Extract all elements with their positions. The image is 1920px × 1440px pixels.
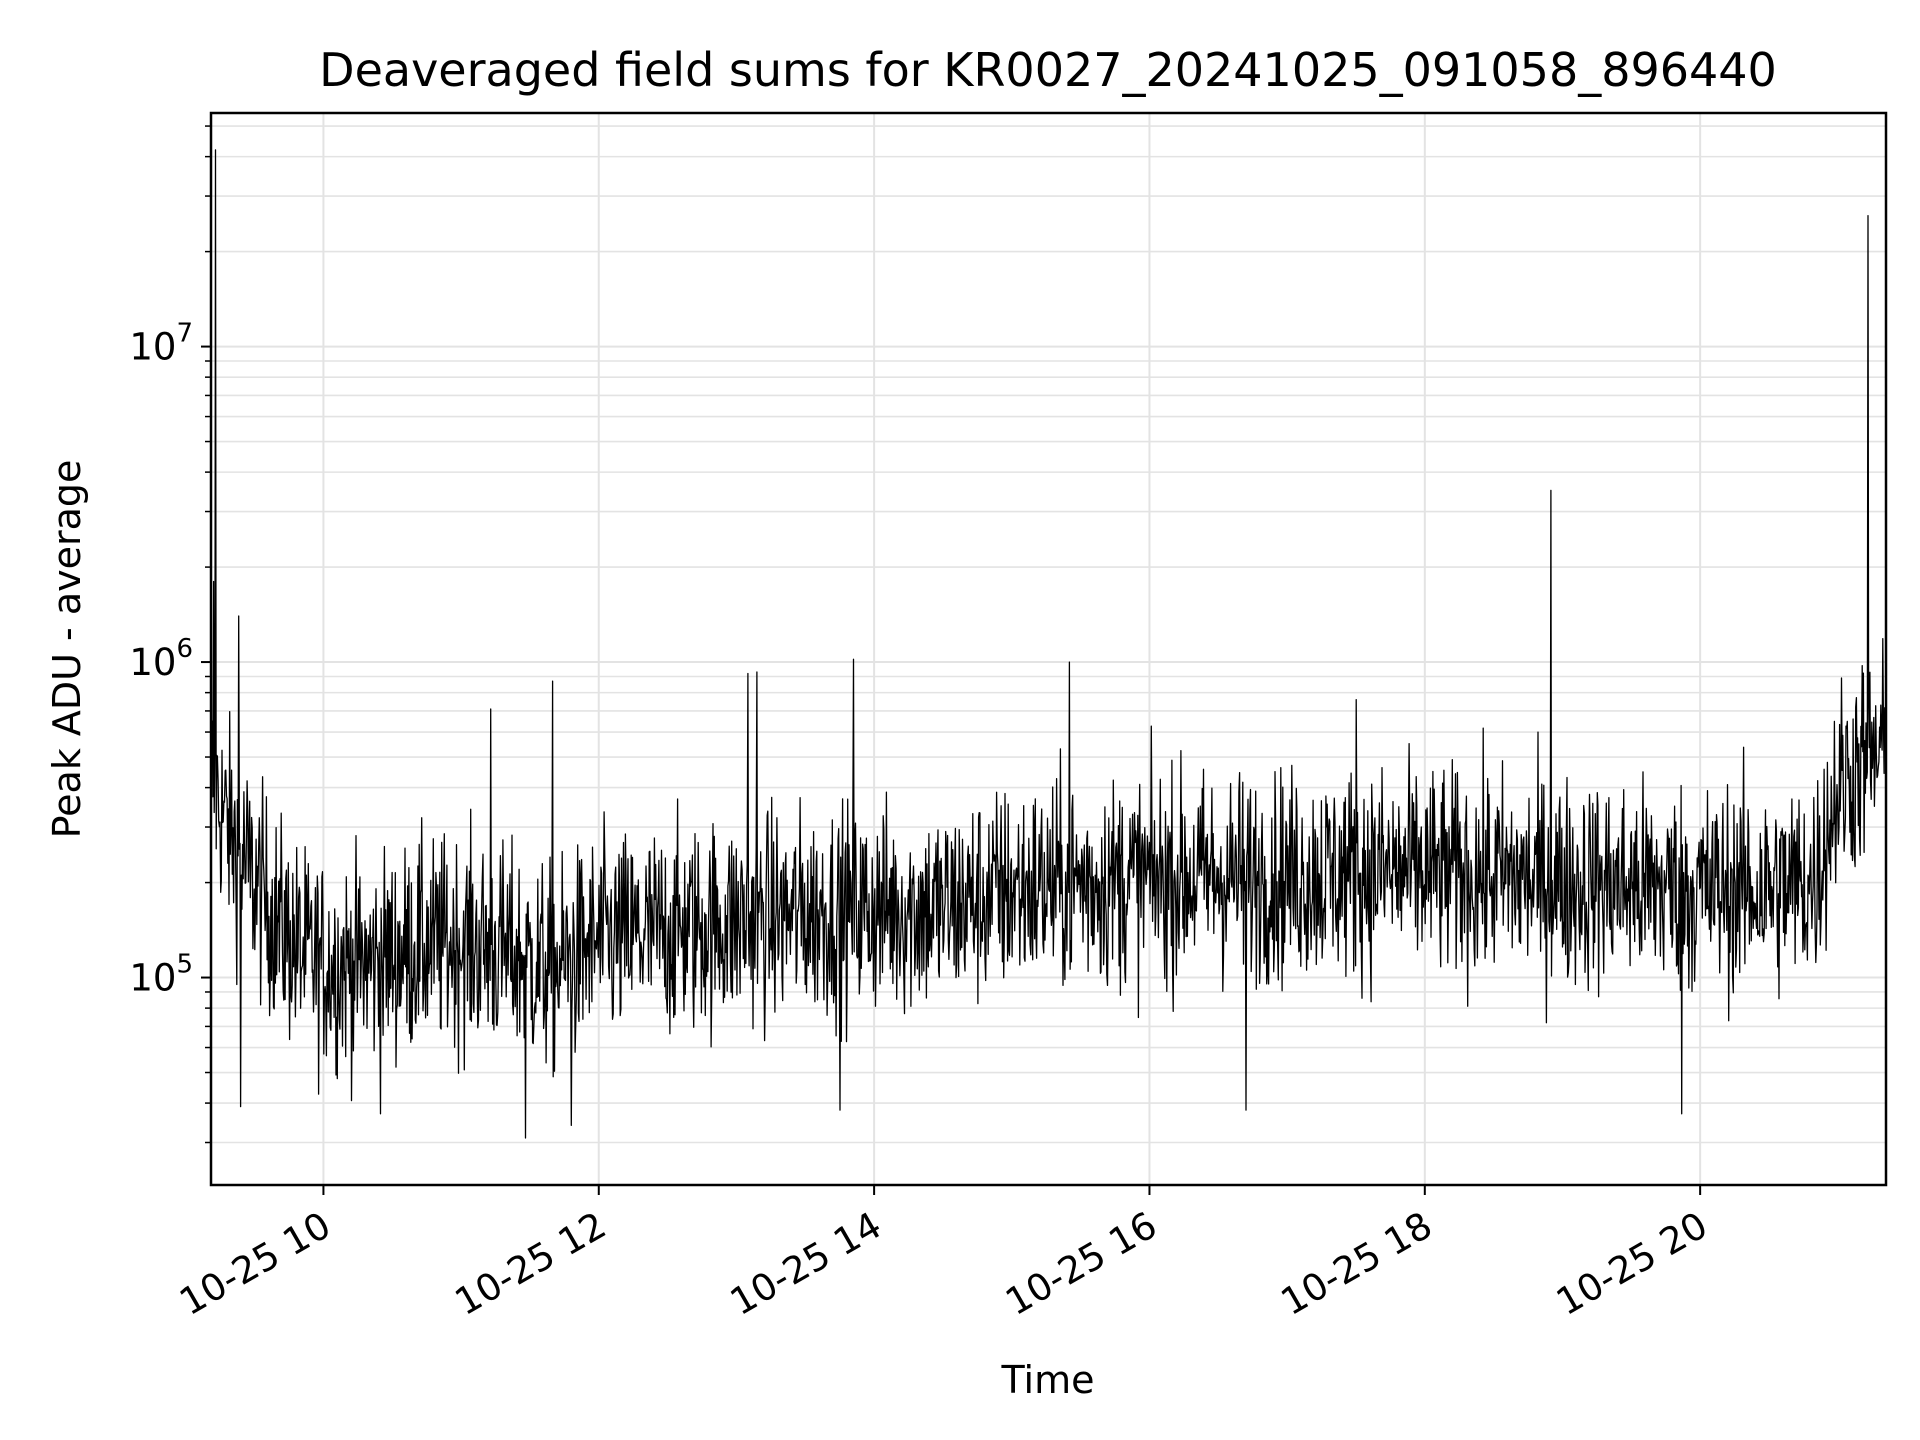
y-tick-label: 105 [129,950,193,1000]
chart-title: Deaveraged field sums for KR0027_2024102… [319,43,1777,97]
x-axis-label: Time [1001,1358,1095,1402]
plot-area [211,149,1886,1139]
y-tick-label: 106 [129,634,193,684]
y-tick-exponent: 5 [176,950,193,980]
y-axis-label: Peak ADU - average [45,460,89,839]
y-tick-base: 10 [129,957,176,1000]
series-line [211,149,1886,1139]
y-tick-base: 10 [129,326,176,369]
y-tick-base: 10 [129,641,176,684]
plot-frame [209,111,1888,1187]
y-tick-exponent: 6 [176,634,193,664]
y-tick-exponent: 7 [176,319,193,349]
y-tick-label: 107 [129,319,193,369]
